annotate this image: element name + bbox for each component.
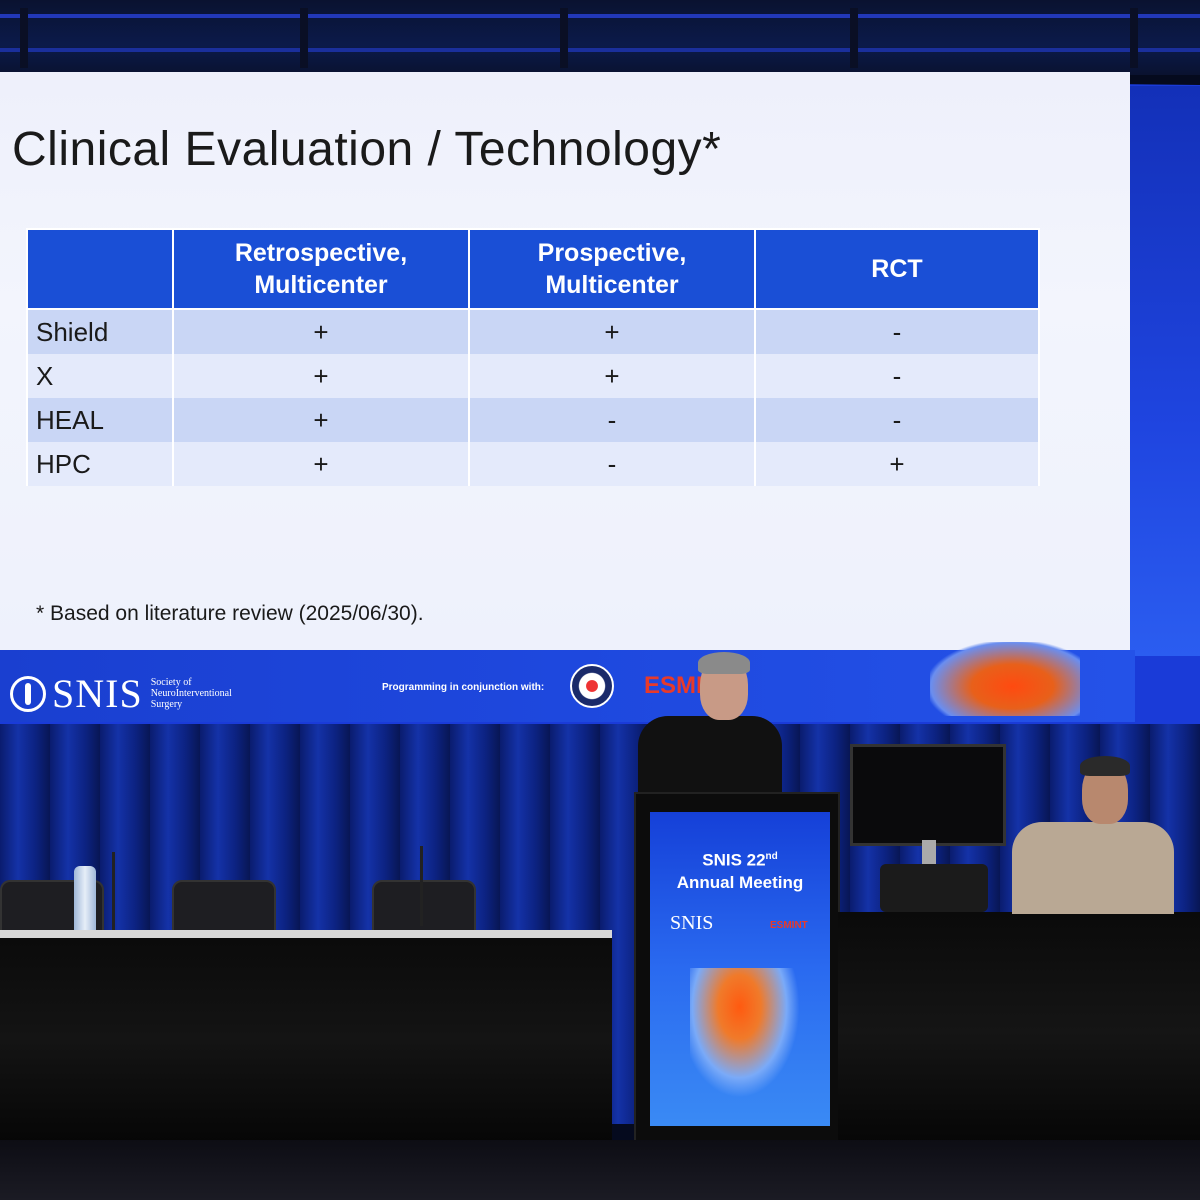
- speaker: [638, 716, 782, 796]
- row-label: Shield: [26, 309, 174, 354]
- snis-emblem-icon: [10, 675, 46, 712]
- table-cell: -: [754, 309, 1040, 354]
- podium-snis-logo: SNIS: [670, 912, 714, 934]
- table-cell: +: [754, 442, 1040, 486]
- stage-floor: [0, 1140, 1200, 1200]
- table-cell: -: [468, 398, 756, 442]
- table-cell: +: [172, 398, 470, 442]
- row-label: HEAL: [26, 398, 174, 442]
- panelist-hair: [1080, 756, 1130, 776]
- panel-table-left: [0, 930, 612, 1150]
- table-row: Shield + + -: [26, 309, 1040, 354]
- table-cell: +: [468, 309, 756, 354]
- podium-partner-logo: ESMINT: [770, 920, 808, 931]
- table-cell: +: [172, 354, 470, 398]
- brain-graphic: [930, 642, 1080, 716]
- water-bottle: [74, 866, 96, 934]
- panelist: [1012, 822, 1174, 914]
- table-cell: +: [468, 354, 756, 398]
- podium-meeting-sup: nd: [765, 851, 778, 862]
- ceiling-truss: [0, 0, 1200, 75]
- slide-title: Clinical Evaluation / Technology*: [12, 123, 722, 176]
- row-label: X: [26, 354, 174, 398]
- table-row: HEAL + - -: [26, 398, 1040, 442]
- podium-meeting-line1: SNIS 22: [702, 850, 766, 870]
- snis-logo-subtitle: Society of NeuroInterventional Surgery: [150, 677, 232, 710]
- monitor-stand: [922, 840, 936, 866]
- chair: [372, 880, 476, 934]
- snis-logo-word: SNIS: [52, 671, 143, 716]
- slide-footnote: * Based on literature review (2025/06/30…: [36, 602, 424, 625]
- header-cell-retrospective: Retrospective, Multicenter: [172, 228, 470, 310]
- snis-logo: SNIS Society of NeuroInterventional Surg…: [10, 670, 251, 717]
- table-cell: +: [172, 309, 470, 354]
- speaker-hair: [698, 652, 750, 674]
- partner-logo: ESMI: [644, 672, 703, 699]
- table-cell: -: [468, 442, 756, 486]
- header-cell-prospective: Prospective, Multicenter: [468, 228, 756, 310]
- conjunction-text: Programming in conjunction with:: [382, 682, 545, 693]
- table-row: X + + -: [26, 354, 1040, 398]
- table-cell: +: [172, 442, 470, 486]
- table-cell: -: [754, 398, 1040, 442]
- evaluation-table: Retrospective, Multicenter Prospective, …: [26, 228, 1040, 486]
- partner-seal-icon: [570, 664, 614, 708]
- panel-table-right: [838, 912, 1200, 1152]
- table-row: HPC + - +: [26, 442, 1040, 486]
- chair: [172, 880, 276, 934]
- microphone-icon: [112, 852, 115, 932]
- microphone-icon: [420, 846, 423, 926]
- header-cell-rct: RCT: [754, 228, 1040, 310]
- monitor: [850, 744, 1006, 846]
- header-cell-blank: [26, 228, 174, 310]
- equipment-box: [880, 864, 988, 912]
- podium-brain-graphic: [690, 968, 800, 1098]
- podium-meeting-line2: Annual Meeting: [676, 872, 804, 892]
- table-cell: -: [754, 354, 1040, 398]
- table-header-row: Retrospective, Multicenter Prospective, …: [26, 228, 1040, 310]
- podium-meeting-title: SNIS 22nd Annual Meeting: [650, 846, 830, 894]
- row-label: HPC: [26, 442, 174, 486]
